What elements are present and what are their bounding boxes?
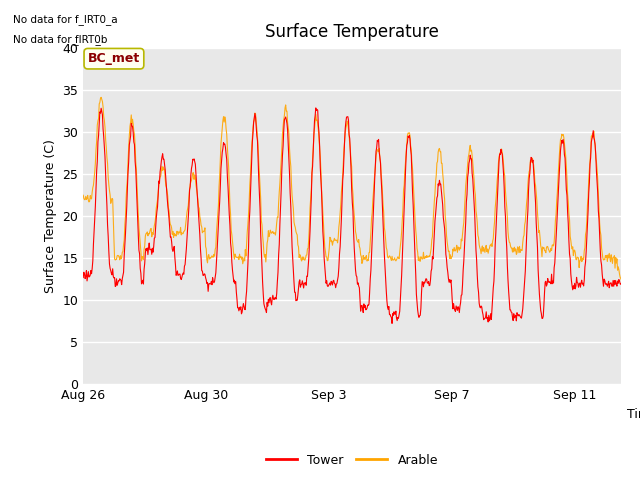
Arable bbox=[310, 125, 318, 131]
Line: Arable: Arable bbox=[83, 97, 636, 288]
Tower bbox=[394, 314, 402, 320]
Tower bbox=[310, 132, 317, 137]
Line: Tower: Tower bbox=[83, 108, 636, 324]
Arable bbox=[210, 252, 218, 257]
Text: No data for f_IRT0_a: No data for f_IRT0_a bbox=[13, 14, 117, 25]
Title: Surface Temperature: Surface Temperature bbox=[265, 23, 439, 41]
Arable bbox=[100, 114, 108, 120]
Arable bbox=[621, 285, 628, 290]
Tower bbox=[209, 278, 217, 284]
Arable bbox=[97, 95, 105, 100]
Legend: Tower, Arable: Tower, Arable bbox=[261, 449, 443, 472]
Arable bbox=[79, 192, 87, 198]
Arable bbox=[527, 157, 534, 163]
Tower bbox=[312, 105, 319, 111]
Tower bbox=[99, 126, 107, 132]
Tower bbox=[79, 275, 87, 280]
Text: BC_met: BC_met bbox=[88, 52, 140, 65]
Text: No data for f̲IRT0̲b: No data for f̲IRT0̲b bbox=[13, 34, 107, 45]
Y-axis label: Surface Temperature (C): Surface Temperature (C) bbox=[44, 139, 57, 293]
Tower bbox=[632, 285, 640, 291]
Tower bbox=[280, 117, 288, 123]
Arable bbox=[281, 105, 289, 111]
Tower bbox=[527, 155, 535, 160]
X-axis label: Time: Time bbox=[627, 408, 640, 420]
Arable bbox=[632, 256, 640, 262]
Arable bbox=[394, 255, 401, 261]
Tower bbox=[388, 321, 396, 326]
